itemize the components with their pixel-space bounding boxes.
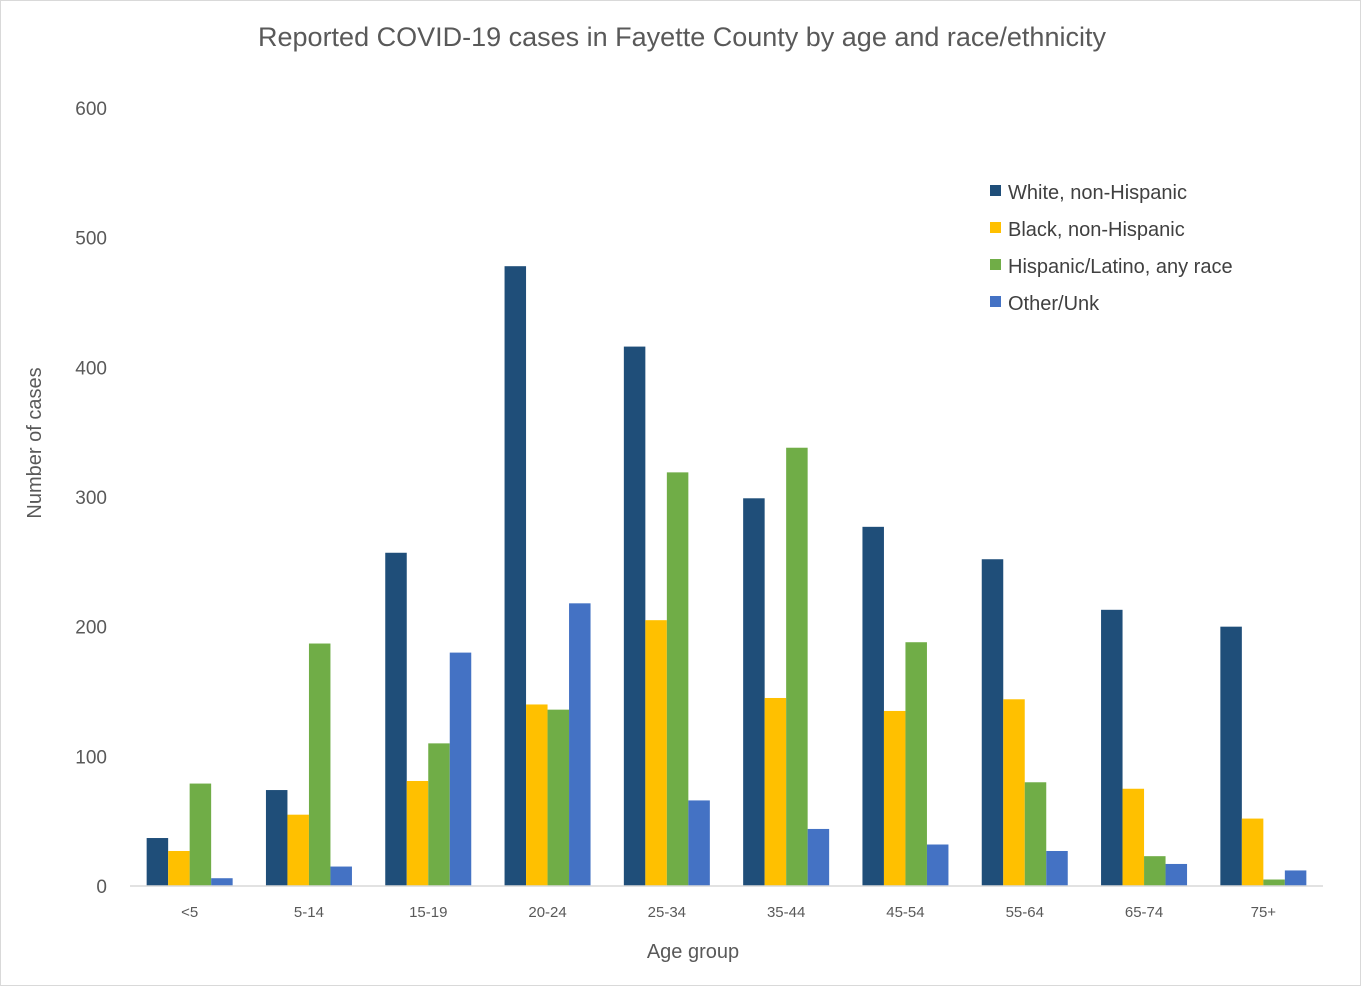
bar xyxy=(1024,782,1047,886)
x-tick-label: 5-14 xyxy=(294,904,324,921)
bar xyxy=(168,850,190,886)
bar xyxy=(406,780,429,886)
chart-title: Reported COVID-19 cases in Fayette Count… xyxy=(258,22,1106,52)
bars-group xyxy=(146,266,1307,886)
bar xyxy=(1284,870,1307,886)
bar xyxy=(330,866,352,886)
bar xyxy=(764,697,787,886)
y-tick-label: 300 xyxy=(75,488,107,509)
bar xyxy=(385,552,407,886)
bar xyxy=(1144,856,1166,886)
bar xyxy=(743,498,765,886)
bar xyxy=(926,844,949,886)
legend-label: White, non-Hispanic xyxy=(1008,182,1187,204)
y-tick-label: 100 xyxy=(75,747,107,768)
bar xyxy=(1165,863,1188,886)
bar xyxy=(981,559,1004,886)
legend-swatch xyxy=(990,185,1001,196)
y-tick-label: 0 xyxy=(96,877,107,898)
bar xyxy=(265,790,288,886)
x-tick-label: 45-54 xyxy=(886,904,924,921)
bar xyxy=(189,783,212,886)
x-tick-label: 25-34 xyxy=(648,904,686,921)
bar xyxy=(666,472,689,886)
bar xyxy=(688,800,710,886)
bar xyxy=(807,828,830,886)
x-tick-label: 65-74 xyxy=(1125,904,1163,921)
bar xyxy=(547,709,570,886)
bar xyxy=(786,447,808,886)
bar xyxy=(569,603,591,886)
x-tick-label: 20-24 xyxy=(528,904,566,921)
y-tick-label: 200 xyxy=(75,618,107,639)
y-axis-title: Number of cases xyxy=(24,367,46,518)
bar xyxy=(308,643,331,886)
bar xyxy=(428,743,450,886)
bar xyxy=(1241,818,1264,886)
x-tick-label: 75+ xyxy=(1251,904,1277,921)
x-axis-ticks: <5 5-14 15-19 20-24 25-34 35-44 45-54 55-64 65-7… xyxy=(181,904,1276,921)
x-axis-title: Age group xyxy=(647,941,739,963)
bar xyxy=(146,838,169,886)
y-tick-label: 600 xyxy=(75,99,107,120)
legend-label: Black, non-Hispanic xyxy=(1008,219,1185,241)
bar xyxy=(1101,609,1123,886)
bar xyxy=(623,346,646,886)
bar xyxy=(526,704,548,886)
legend-swatch xyxy=(990,296,1001,307)
x-tick-label: 15-19 xyxy=(409,904,447,921)
legend-label: Hispanic/Latino, any race xyxy=(1008,256,1233,278)
legend-swatch xyxy=(990,222,1001,233)
bar xyxy=(504,266,527,886)
bar xyxy=(1046,850,1068,886)
bar xyxy=(449,652,472,886)
bar xyxy=(645,620,667,886)
bar xyxy=(905,642,927,886)
legend: White, non-Hispanic Black, non-Hispanic Hi… xyxy=(990,182,1233,315)
x-tick-label: 35-44 xyxy=(767,904,805,921)
legend-label: Other/Unk xyxy=(1008,293,1100,315)
legend-swatch xyxy=(990,259,1001,270)
bar xyxy=(287,814,309,886)
bar xyxy=(883,710,906,886)
bar xyxy=(1003,699,1025,886)
bar xyxy=(1263,879,1285,886)
bar xyxy=(1122,788,1145,886)
y-tick-label: 400 xyxy=(75,358,107,379)
y-axis-ticks: 0 100 200 300 400 500 600 xyxy=(75,99,107,898)
x-tick-label: <5 xyxy=(181,904,198,921)
bar xyxy=(211,878,233,886)
y-tick-label: 500 xyxy=(75,229,107,250)
bar xyxy=(1220,626,1242,886)
bar xyxy=(862,526,884,886)
x-tick-label: 55-64 xyxy=(1006,904,1044,921)
